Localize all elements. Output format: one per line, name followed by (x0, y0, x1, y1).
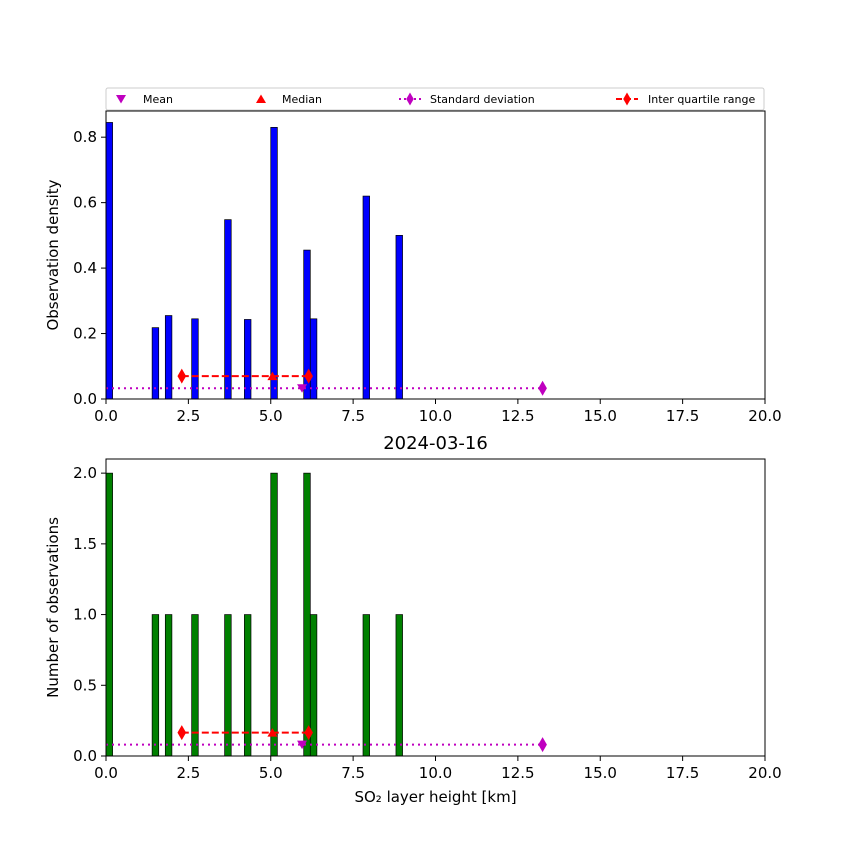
iqr-marker (177, 725, 187, 741)
bar (395, 235, 403, 400)
iqr-marker (304, 368, 313, 384)
median-marker (267, 371, 278, 381)
x-tick-label: 17.5 (666, 407, 699, 425)
x-tick-label: 7.5 (341, 407, 365, 425)
bar (191, 614, 199, 757)
x-tick-label: 20.0 (748, 407, 781, 425)
x-tick-label: 15.0 (584, 764, 617, 782)
y-tick-label: 2.0 (73, 464, 97, 482)
x-tick-label: 0.0 (94, 764, 118, 782)
x-tick-label: 10.0 (419, 764, 452, 782)
bar (303, 472, 311, 757)
chart-title: 2024-03-16 (383, 433, 488, 454)
bar (362, 614, 370, 757)
x-tick-label: 12.5 (501, 764, 534, 782)
x-tick-label: 7.5 (341, 764, 365, 782)
x-tick-label: 2.5 (176, 764, 200, 782)
iqr-marker (304, 725, 313, 741)
legend-marker (406, 92, 414, 106)
y-tick-label: 0.5 (73, 676, 97, 694)
y-tick-label: 0.2 (73, 325, 97, 343)
legend-marker (623, 92, 631, 106)
density-chart: 0.0 2.5 5.0 7.5 10.0 12.5 15.0 17.5 20.0 0.0 0.2 0.… (44, 110, 782, 425)
bar (164, 614, 173, 757)
x-tick-label: 2.5 (176, 407, 200, 425)
median-marker (267, 728, 278, 737)
bar (362, 195, 370, 400)
bar (151, 614, 160, 757)
legend-label: Mean (143, 93, 173, 106)
x-tick-label: 10.0 (419, 407, 452, 425)
y-axis-label: Number of observations (44, 517, 62, 698)
x-axis-label: SO₂ layer height [km] (354, 788, 516, 806)
x-tick-label: 5.0 (259, 407, 283, 425)
bar (309, 318, 318, 400)
bar (224, 614, 232, 757)
y-tick-label: 0.4 (73, 259, 97, 277)
legend-label: Median (282, 93, 322, 106)
plot-frame (105, 458, 766, 757)
bar (270, 127, 278, 400)
x-tick-label: 15.0 (584, 407, 617, 425)
bar (164, 315, 173, 400)
legend: Mean Median Standard deviation Inter quarti… (105, 87, 765, 111)
y-tick-label: 0.6 (73, 194, 97, 212)
legend-box (105, 87, 765, 111)
mean-marker (297, 384, 308, 393)
x-tick-label: 20.0 (748, 764, 781, 782)
bar (244, 614, 252, 757)
std-deviation-marker (538, 380, 547, 396)
y-tick-label: 1.0 (73, 606, 97, 624)
mean-marker (297, 740, 308, 750)
bar (224, 219, 232, 400)
y-tick-label: 1.5 (73, 535, 97, 553)
count-chart: 0.0 2.5 5.0 7.5 10.0 12.5 15.0 17.5 20.0 0.0 0.5 1.… (44, 433, 782, 806)
y-tick-label: 0.8 (73, 128, 97, 146)
x-tick-label: 17.5 (666, 764, 699, 782)
legend-label: Inter quartile range (648, 93, 755, 106)
legend-marker (116, 95, 126, 104)
bar (395, 614, 403, 757)
bar (105, 122, 113, 400)
bar (105, 472, 113, 757)
legend-label: Standard deviation (430, 93, 535, 106)
std-deviation-marker (538, 737, 547, 753)
bar (191, 318, 199, 400)
y-tick-label: 0.0 (73, 747, 97, 765)
bar (244, 319, 252, 400)
iqr-marker (177, 368, 187, 384)
x-tick-label: 0.0 (94, 407, 118, 425)
y-tick-label: 0.0 (73, 390, 97, 408)
legend-marker (256, 94, 266, 103)
plot-frame (105, 110, 766, 400)
x-tick-label: 12.5 (501, 407, 534, 425)
bar (270, 472, 278, 757)
x-tick-label: 5.0 (259, 764, 283, 782)
y-axis-label: Observation density (44, 179, 62, 330)
